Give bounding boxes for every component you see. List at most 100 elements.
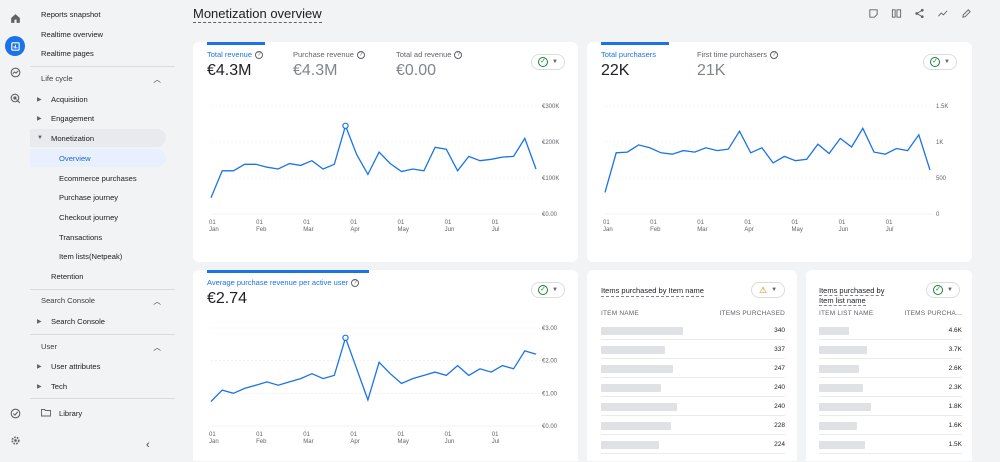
table-row[interactable]: 2.6K — [819, 360, 962, 378]
divider — [30, 334, 175, 335]
table-row[interactable]: 4.6K — [819, 322, 962, 340]
dropdown-arrow-icon: ▼ — [944, 59, 950, 65]
table-row[interactable]: 240 — [601, 379, 785, 397]
arpu-card: Average purchase revenue per active user… — [193, 270, 578, 461]
dropdown-arrow-icon: ▼ — [771, 287, 778, 293]
items-purchased-card: Items purchased by Item name ⚠ ▼ ITEM NAM… — [587, 270, 797, 461]
arpu-line-chart: €0.00 €1.00 €2.00 €3.00 01 Jan 01 Feb 01 Mar 01 Apr… — [209, 326, 558, 445]
nav-ecommerce-purchases[interactable]: Ecommerce purchases — [59, 173, 137, 183]
nav-realtime-pages[interactable]: Realtime pages — [41, 48, 94, 58]
x-tick-label: 01 Jun — [445, 220, 455, 233]
redacted-cell — [601, 383, 661, 392]
settings-gear-icon[interactable] — [7, 432, 23, 448]
data-point[interactable] — [342, 122, 349, 129]
table-row[interactable]: 337 — [601, 341, 785, 359]
insights-check-icon[interactable] — [7, 405, 23, 421]
nav-retention[interactable]: Retention — [51, 271, 84, 281]
data-quality-dropdown[interactable]: ✓ ▼ — [923, 54, 957, 70]
data-point[interactable] — [342, 334, 349, 342]
nav-transactions[interactable]: Transactions — [59, 232, 103, 242]
items-table: ITEM NAME ITEMS PURCHASED 340 337 247 240 24… — [601, 308, 785, 458]
table-row[interactable]: 1.6K — [819, 417, 962, 435]
table-value: 1.8K — [948, 403, 962, 410]
nav-monetization[interactable]: ▼ Monetization — [30, 129, 166, 147]
help-icon[interactable]: ? — [356, 50, 365, 59]
nav-acquisition[interactable]: ▶ Acquisition — [37, 94, 88, 104]
nav-search-console[interactable]: ▶ Search Console — [37, 316, 106, 326]
advertising-icon[interactable] — [7, 90, 23, 106]
redacted-cell — [601, 326, 683, 335]
data-quality-dropdown[interactable]: ✓ ▼ — [531, 54, 565, 70]
collapse-nav-chevron-icon[interactable]: ‹ — [146, 439, 150, 451]
tab-average-purchase-revenue[interactable]: Average purchase revenue per active user… — [207, 270, 369, 308]
help-icon[interactable]: ? — [770, 50, 779, 59]
help-icon[interactable]: ? — [351, 278, 360, 287]
nav-user-attributes[interactable]: ▶ User attributes — [37, 361, 101, 371]
redacted-cell — [601, 421, 671, 430]
nav-checkout-journey[interactable]: Checkout journey — [59, 212, 119, 222]
table-row[interactable]: 224 — [601, 436, 785, 454]
y-tick-label: 500 — [936, 176, 947, 182]
tab-total-purchasers[interactable]: Total purchasers 22K — [601, 42, 669, 80]
caret-down-icon: ▼ — [37, 135, 43, 141]
table-row[interactable]: 228 — [601, 417, 785, 435]
reports-icon[interactable] — [5, 36, 25, 56]
item-list-table: ITEM LIST NAME ITEMS PURCHA... 4.6K 3.7K 2… — [819, 308, 962, 458]
table-value: 2.6K — [948, 365, 962, 372]
caret-right-icon: ▶ — [37, 96, 42, 103]
share-icon[interactable] — [914, 8, 925, 22]
nav-engagement[interactable]: ▶ Engagement — [37, 113, 95, 123]
nav-realtime-overview[interactable]: Realtime overview — [41, 29, 104, 39]
y-tick-label: 1.5K — [936, 104, 948, 110]
help-icon[interactable]: ? — [454, 50, 463, 59]
data-quality-dropdown[interactable]: ⚠ ▼ — [751, 282, 785, 298]
x-tick-label: 01 Jul — [492, 220, 500, 233]
tab-total-revenue[interactable]: Total revenue? €4.3M — [207, 42, 265, 80]
item-list-card: Items purchased by Item list name ✓ ▼ ITEM… — [806, 270, 972, 461]
nav-item-lists[interactable]: Item lists(Netpeak) — [59, 251, 123, 261]
check-circle-icon: ✓ — [538, 57, 549, 67]
section-user[interactable]: User ︿ — [41, 342, 161, 352]
x-tick-label: 01 May — [792, 220, 803, 233]
x-tick-label: 01 Apr — [744, 220, 753, 233]
tab-first-time-purchasers[interactable]: First time purchasers? 21K — [697, 50, 779, 80]
explore-icon[interactable] — [7, 64, 23, 80]
nav-library[interactable]: Library — [30, 404, 166, 422]
x-tick-label: 01 Feb — [256, 220, 267, 233]
redacted-cell — [601, 440, 659, 449]
y-tick-label: €200K — [542, 140, 559, 146]
table-row[interactable]: 3.7K — [819, 341, 962, 359]
redacted-cell — [601, 364, 673, 373]
table-row[interactable]: 1.8K — [819, 398, 962, 416]
report-navigation: Reports snapshot Realtime overview Realt… — [30, 0, 175, 461]
compare-icon[interactable] — [868, 8, 879, 22]
table-row[interactable]: 240 — [601, 398, 785, 416]
table-value: 1.5K — [948, 441, 962, 448]
data-quality-dropdown[interactable]: ✓ ▼ — [926, 282, 960, 298]
data-quality-dropdown[interactable]: ✓ ▼ — [531, 282, 565, 298]
purchasers-card: Total purchasers 22K First time purchaser… — [587, 42, 972, 262]
table-row[interactable]: 2.3K — [819, 379, 962, 397]
nav-reports-snapshot[interactable]: Reports snapshot — [41, 9, 101, 19]
purchasers-line-chart: 0 500 1K 1.5K 01 Jan 01 Feb 01 Mar 01 Apr 01 May 01 Jun… — [603, 104, 948, 233]
tab-total-ad-revenue[interactable]: Total ad revenue? €0.00 — [396, 50, 463, 80]
section-search-console[interactable]: Search Console ︿ — [41, 296, 161, 306]
customize-report-icon[interactable] — [891, 8, 902, 22]
tab-purchase-revenue[interactable]: Purchase revenue? €4.3M — [293, 50, 365, 80]
nav-tech[interactable]: ▶ Tech — [37, 381, 68, 391]
nav-overview[interactable]: Overview — [30, 149, 166, 167]
edit-pencil-icon[interactable] — [961, 8, 972, 22]
nav-purchase-journey[interactable]: Purchase journey — [59, 192, 119, 202]
help-icon[interactable]: ? — [255, 50, 264, 59]
table-row[interactable]: 247 — [601, 360, 785, 378]
x-tick-label: 01 Apr — [350, 432, 359, 445]
insights-icon[interactable] — [937, 8, 949, 22]
chevron-up-icon: ︿ — [153, 75, 161, 84]
table-row[interactable]: 1.5K — [819, 436, 962, 454]
y-tick-label: 1K — [936, 140, 943, 146]
home-icon[interactable] — [7, 10, 23, 26]
column-header: ITEMS PURCHA... — [904, 310, 962, 317]
section-life-cycle[interactable]: Life cycle ︿ — [41, 74, 161, 84]
revenue-line-chart: €0.00 €100K €200K €300K 01 Jan 01 Feb 01 Mar 01 Apr… — [209, 104, 559, 233]
table-row[interactable]: 340 — [601, 322, 785, 340]
